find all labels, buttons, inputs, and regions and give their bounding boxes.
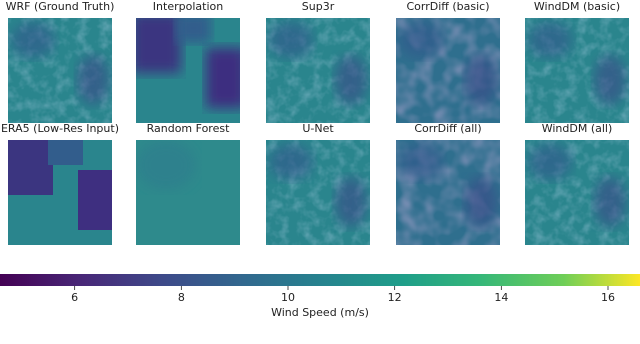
heatmap-panel xyxy=(136,18,240,123)
heatmap xyxy=(136,18,240,123)
heatmap xyxy=(266,18,370,123)
heatmap-panel xyxy=(136,140,240,245)
panel-title: WRF (Ground Truth) xyxy=(6,0,115,13)
heatmap-panel xyxy=(525,18,629,123)
panel-title: CorrDiff (all) xyxy=(414,122,481,135)
panel-title: WindDM (all) xyxy=(542,122,613,135)
heatmap-panel xyxy=(266,18,370,123)
panel-title: Interpolation xyxy=(153,0,223,13)
panel-title: Sup3r xyxy=(302,0,335,13)
heatmap xyxy=(396,140,500,245)
heatmap xyxy=(8,140,112,245)
colorbar-label: Wind Speed (m/s) xyxy=(271,306,369,319)
dark-region xyxy=(528,144,572,180)
dark-region xyxy=(11,22,55,58)
colorbar-tick-label: 14 xyxy=(494,291,508,304)
mid-region xyxy=(176,18,211,43)
mid-region xyxy=(48,140,83,165)
panel-title: CorrDiff (basic) xyxy=(406,0,489,13)
panel-title: Random Forest xyxy=(147,122,230,135)
colorbar-tick-label: 6 xyxy=(71,291,78,304)
dark-region xyxy=(594,177,626,227)
heatmap-panel xyxy=(266,140,370,245)
heatmap-panel xyxy=(396,18,500,123)
heatmap-panel xyxy=(525,140,629,245)
dark-region xyxy=(465,55,497,105)
dark-region xyxy=(528,22,572,58)
heatmap xyxy=(525,140,629,245)
heatmap-panel xyxy=(8,18,112,123)
dark-region xyxy=(399,22,443,58)
heatmap xyxy=(525,18,629,123)
colorbar xyxy=(0,274,640,286)
dark-region xyxy=(335,177,367,227)
heatmap xyxy=(136,140,240,245)
panel-title: ERA5 (Low-Res Input) xyxy=(1,122,119,135)
low-wind-region xyxy=(136,18,181,73)
low-wind-region xyxy=(8,140,53,195)
low-wind-region xyxy=(206,48,240,108)
heatmap-panel xyxy=(8,140,112,245)
dark-region xyxy=(594,55,626,105)
panel-title: U-Net xyxy=(302,122,334,135)
heatmap xyxy=(8,18,112,123)
heatmap xyxy=(396,18,500,123)
dark-region xyxy=(77,55,109,105)
dark-region xyxy=(269,144,313,180)
dark-region xyxy=(269,22,313,58)
heatmap xyxy=(266,140,370,245)
dark-region xyxy=(465,177,497,227)
colorbar-tick-label: 8 xyxy=(178,291,185,304)
panel-title: WindDM (basic) xyxy=(534,0,620,13)
dark-region xyxy=(399,144,443,180)
soft-region xyxy=(136,140,196,190)
colorbar-tick-label: 16 xyxy=(601,291,615,304)
heatmap-panel xyxy=(396,140,500,245)
colorbar-tick-label: 12 xyxy=(388,291,402,304)
low-wind-region xyxy=(78,170,112,230)
colorbar-tick-label: 10 xyxy=(281,291,295,304)
dark-region xyxy=(335,55,367,105)
